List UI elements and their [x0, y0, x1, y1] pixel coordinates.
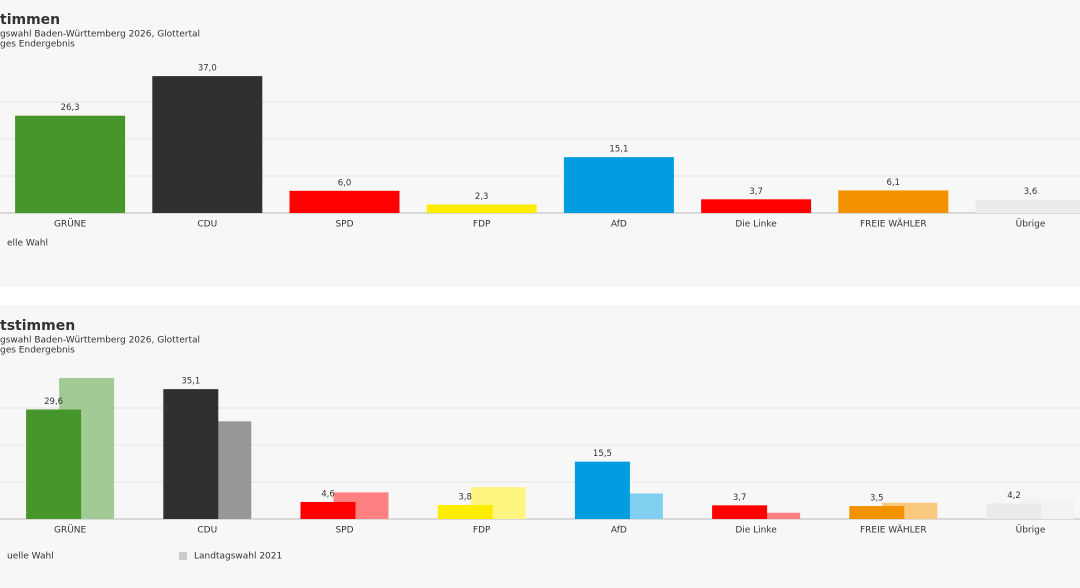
bar	[289, 190, 400, 213]
value-label: 37,0	[198, 64, 217, 74]
bar	[163, 389, 219, 519]
x-tick-label: AfD	[611, 526, 627, 536]
x-tick-label: SPD	[335, 526, 353, 536]
bar	[574, 461, 630, 519]
value-label: 15,1	[609, 145, 628, 155]
value-label: 3,6	[1024, 187, 1038, 197]
legend-label: Landtagswahl 2021	[194, 552, 282, 562]
bar	[712, 505, 768, 519]
bar	[975, 199, 1080, 213]
x-tick-label: Übrige	[1016, 525, 1046, 536]
x-tick-label: AfD	[611, 220, 627, 230]
panel	[0, 305, 1080, 588]
chart-title: tstimmen	[0, 318, 75, 334]
x-tick-label: GRÜNE	[54, 219, 87, 230]
value-label: 35,1	[181, 377, 200, 387]
x-tick-label: FDP	[473, 526, 491, 536]
value-label: 15,5	[593, 449, 612, 459]
x-tick-label: FDP	[473, 220, 491, 230]
x-tick-label: CDU	[197, 220, 217, 230]
chart-title: timmen	[0, 12, 60, 28]
value-label: 26,3	[61, 103, 80, 113]
x-tick-label: SPD	[335, 220, 353, 230]
value-label: 3,7	[733, 493, 747, 503]
legend-label: uelle Wahl	[7, 552, 54, 562]
bar	[986, 503, 1042, 519]
value-label: 6,1	[887, 178, 901, 188]
bar	[15, 115, 126, 213]
legend-label: elle Wahl	[7, 239, 48, 249]
x-tick-label: Übrige	[1016, 219, 1046, 230]
value-label: 6,0	[338, 178, 352, 188]
x-tick-label: Die Linke	[735, 526, 777, 536]
x-tick-label: FREIE WÄHLER	[860, 525, 927, 536]
x-tick-label: Die Linke	[735, 220, 777, 230]
legend-swatch	[179, 552, 187, 560]
bar	[437, 504, 493, 519]
value-label: 3,7	[749, 187, 763, 197]
value-label: 4,2	[1007, 491, 1021, 501]
bar	[300, 501, 356, 519]
bar	[426, 204, 537, 213]
chart-note: ges Endergebnis	[0, 40, 75, 50]
bar	[745, 512, 801, 519]
value-label: 3,5	[870, 494, 884, 504]
x-tick-label: GRÜNE	[54, 525, 87, 536]
chart-subtitle: gswahl Baden-Württemberg 2026, Glotterta…	[0, 30, 200, 40]
bar	[849, 506, 905, 519]
value-label: 3,8	[458, 492, 472, 502]
value-label: 29,6	[44, 397, 63, 407]
bar	[701, 199, 812, 213]
bar	[838, 190, 949, 213]
bar	[152, 76, 263, 213]
x-tick-label: FREIE WÄHLER	[860, 219, 927, 230]
bar	[563, 157, 674, 213]
chart-subtitle: gswahl Baden-Württemberg 2026, Glotterta…	[0, 336, 200, 346]
chart-note: ges Endergebnis	[0, 346, 75, 356]
x-tick-label: CDU	[197, 526, 217, 536]
value-label: 2,3	[475, 192, 489, 202]
value-label: 4,6	[321, 489, 335, 499]
bar	[26, 409, 82, 519]
